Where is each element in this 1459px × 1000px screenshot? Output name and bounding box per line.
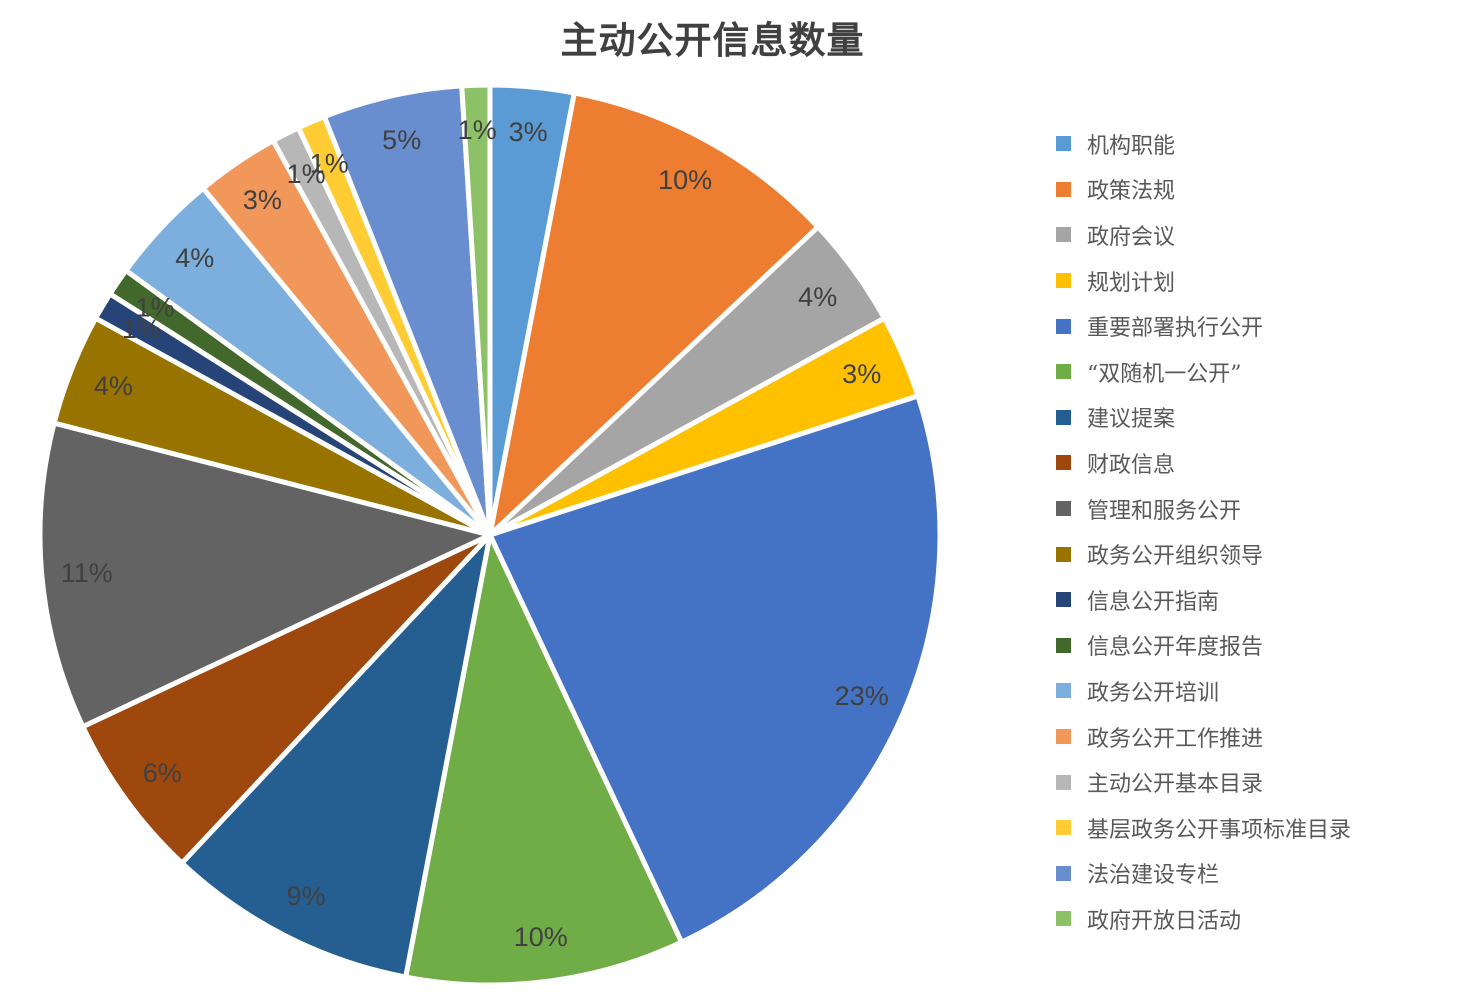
slice-label-1: 10% [658, 165, 712, 195]
slice-label-0: 3% [509, 117, 548, 147]
legend-item-0: 机构职能 [1056, 121, 1351, 167]
legend-item-13: 政务公开工作推进 [1056, 714, 1351, 760]
slice-label-14: 1% [287, 159, 326, 189]
legend-label: 政务公开组织领导 [1087, 544, 1264, 570]
slice-label-4: 23% [835, 681, 889, 711]
pie-slice-4 [487, 393, 943, 945]
legend-swatch-icon [1056, 911, 1071, 927]
legend-label: 信息公开年度报告 [1087, 635, 1264, 661]
legend-item-3: 规划计划 [1056, 258, 1351, 304]
legend-item-2: 政府会议 [1056, 212, 1351, 258]
legend-swatch-icon [1056, 501, 1071, 517]
slice-label-3: 3% [842, 359, 881, 389]
legend-item-9: 政务公开组织领导 [1056, 531, 1351, 577]
slice-label-12: 4% [175, 243, 214, 273]
legend-label: 政府会议 [1087, 224, 1176, 250]
legend-item-7: 财政信息 [1056, 440, 1351, 486]
pie-slice-7 [80, 532, 493, 866]
pie-slice-5 [403, 532, 685, 988]
pie-slice-6 [179, 532, 493, 980]
slice-label-8: 11% [61, 558, 113, 588]
legend-swatch-icon [1056, 865, 1071, 881]
legend-item-15: 基层政务公开事项标准目录 [1056, 805, 1351, 851]
legend-item-4: 重要部署执行公开 [1056, 303, 1351, 349]
slice-label-2: 4% [798, 282, 837, 312]
legend-label: 政府开放日活动 [1087, 908, 1242, 934]
slice-label-16: 5% [382, 125, 421, 155]
legend-swatch-icon [1056, 546, 1071, 562]
chart-title: 主动公开信息数量 [560, 18, 865, 62]
legend-item-11: 信息公开年度报告 [1056, 623, 1351, 669]
pie-slice-17 [459, 82, 493, 538]
legend-label: 政务公开工作推进 [1087, 726, 1264, 752]
slice-label-9: 4% [94, 371, 133, 401]
legend: 机构职能政策法规政府会议规划计划重要部署执行公开 “双随机一公开” 建议提案财政信息… [1056, 121, 1351, 942]
legend-item-12: 政务公开培训 [1056, 668, 1351, 714]
legend-swatch-icon [1056, 820, 1071, 836]
pie-slice-1 [487, 90, 821, 538]
legend-label: 法治建设专栏 [1087, 863, 1220, 889]
legend-label: 政策法规 [1087, 179, 1176, 205]
legend-label: 规划计划 [1087, 270, 1176, 296]
legend-label: 机构职能 [1087, 133, 1176, 159]
legend-swatch-icon [1056, 181, 1071, 197]
legend-swatch-icon [1056, 364, 1071, 380]
slice-label-6: 9% [287, 881, 326, 911]
slice-label-11: 1% [135, 292, 174, 322]
slice-label-7: 6% [143, 758, 182, 788]
legend-item-8: 管理和服务公开 [1056, 486, 1351, 532]
legend-label: 财政信息 [1087, 452, 1176, 478]
slice-label-13: 3% [243, 185, 282, 215]
legend-swatch-icon [1056, 592, 1071, 608]
legend-label: 政务公开培训 [1087, 680, 1220, 706]
slice-label-10: 1% [122, 314, 161, 344]
slice-label-17: 1% [458, 115, 497, 145]
legend-label: 管理和服务公开 [1087, 498, 1242, 524]
legend-item-6: 建议提案 [1056, 395, 1351, 441]
legend-swatch-icon [1056, 273, 1071, 289]
legend-item-10: 信息公开指南 [1056, 577, 1351, 623]
legend-label: 重要部署执行公开 [1087, 316, 1264, 342]
legend-swatch-icon [1056, 227, 1071, 243]
legend-item-14: 主动公开基本目录 [1056, 759, 1351, 805]
pie-slice-8 [37, 420, 493, 730]
legend-swatch-icon [1056, 683, 1071, 699]
legend-label: 建议提案 [1087, 407, 1176, 433]
legend-item-5: “双随机一公开” [1056, 349, 1351, 395]
legend-label: “双随机一公开” [1087, 361, 1242, 387]
legend-swatch-icon [1056, 774, 1071, 790]
legend-item-1: 政策法规 [1056, 167, 1351, 213]
legend-swatch-icon [1056, 637, 1071, 653]
legend-label: 基层政务公开事项标准目录 [1087, 817, 1352, 843]
legend-swatch-icon [1056, 729, 1071, 745]
legend-item-16: 法治建设专栏 [1056, 851, 1351, 897]
legend-swatch-icon [1056, 136, 1071, 152]
legend-swatch-icon [1056, 409, 1071, 425]
legend-label: 主动公开基本目录 [1087, 772, 1264, 798]
slice-label-15: 1% [310, 148, 349, 178]
legend-swatch-icon [1056, 455, 1071, 471]
legend-label: 信息公开指南 [1087, 589, 1220, 615]
legend-item-17: 政府开放日活动 [1056, 896, 1351, 942]
legend-swatch-icon [1056, 318, 1071, 334]
slice-label-5: 10% [514, 922, 568, 952]
